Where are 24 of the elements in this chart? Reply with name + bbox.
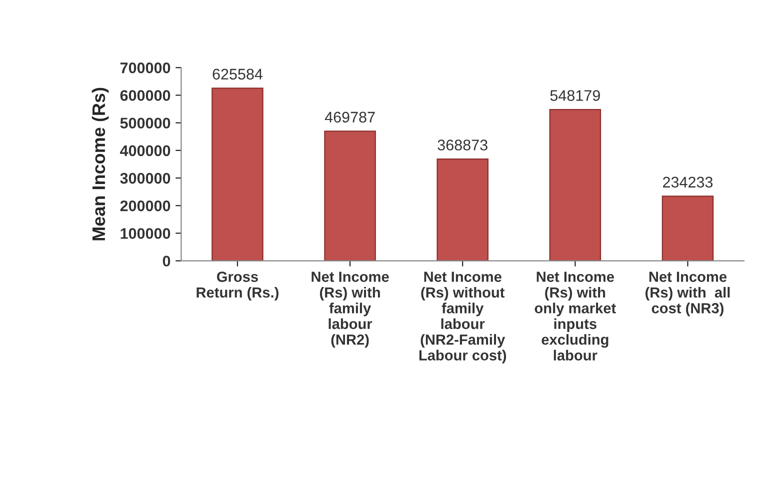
y-tick-label: 500000 — [120, 118, 170, 129]
y-axis-title: Mean Income (Rs) — [92, 88, 109, 240]
y-tick-label: 600000 — [120, 90, 170, 101]
bar — [324, 130, 376, 261]
data-label: 368873 — [438, 140, 488, 150]
bar — [212, 88, 264, 261]
data-label: 548179 — [550, 90, 600, 101]
y-tick-label: 700000 — [120, 62, 170, 74]
data-label: 625584 — [212, 68, 263, 80]
x-tick-label: Net Income (Rs) with family labour (NR2) — [312, 272, 389, 348]
y-tick-label: 400000 — [120, 145, 170, 156]
data-label: 469787 — [324, 112, 375, 123]
data-label: 234233 — [663, 176, 713, 188]
x-tick-label: Gross Return (Rs.) — [196, 272, 278, 301]
y-tick-label: 300000 — [120, 172, 170, 184]
x-tick-label: Net Income (Rs) with only market inputs excluding labour — [534, 272, 616, 361]
bar — [436, 158, 488, 261]
y-tick-label: 200000 — [120, 200, 170, 212]
y-tick-label: 100000 — [120, 228, 170, 239]
bar — [662, 196, 714, 261]
x-tick-label: Net Income (Rs) without family labour (NR2-Family Labour cost) — [419, 272, 506, 364]
y-tick-label: 0 — [162, 256, 170, 267]
bar — [549, 108, 602, 261]
x-tick-label: Net Income (Rs) with all cost (NR3) — [646, 272, 730, 316]
